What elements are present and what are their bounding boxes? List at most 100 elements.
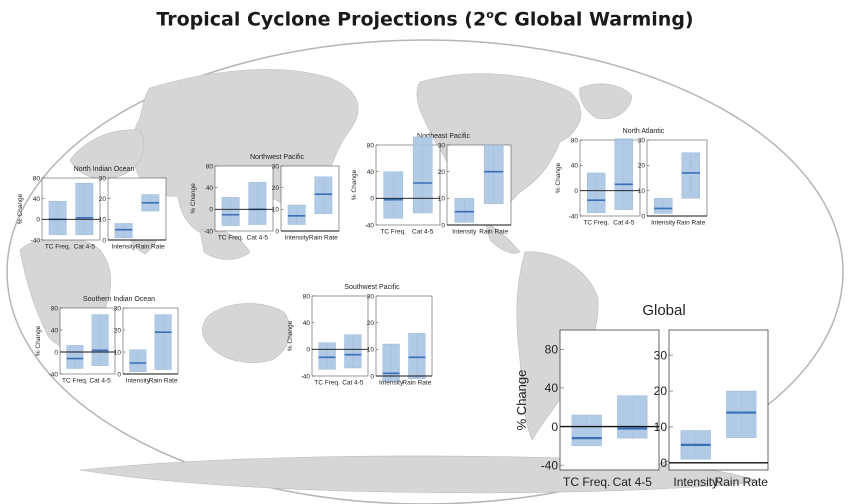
category-label-tc-freq: TC Freq.: [563, 475, 610, 489]
y-axis-label-north-indian-ocean: % Change: [17, 193, 24, 224]
box-rain-rate: [154, 314, 172, 370]
y-tick-label: 10: [654, 420, 668, 434]
chart-title-northwest-pacific: Northwest Pacific: [250, 154, 305, 161]
y-tick-label: 0: [441, 222, 445, 229]
panel-right-northwest-pacific: 0 10 20 30 Intensity Rain Rate: [272, 163, 340, 242]
y-tick-label: -40: [204, 228, 214, 235]
panel-right-southwest-pacific: 0 10 20 30 Intensity Rain Rate: [367, 293, 433, 387]
y-axis-label-northwest-pacific: % Change: [190, 183, 197, 214]
box-cat-4-5: [412, 136, 433, 214]
box-rain-rate: [408, 333, 426, 379]
box-cat-4-5: [248, 182, 267, 225]
chart-title-southern-indian-ocean: Southern Indian Ocean: [83, 296, 155, 303]
y-tick-label: 0: [117, 371, 121, 378]
y-tick-label: -40: [49, 371, 59, 378]
y-tick-label: 40: [545, 381, 559, 395]
title-text: Tropical Cyclone Projections (2: [156, 8, 487, 31]
panel-left-northwest-pacific: -40 0 40 80 TC Freq. Cat 4-5: [204, 163, 274, 242]
y-tick-label: 0: [551, 420, 558, 434]
panel-left-southern-indian-ocean: -40 0 40 80 TC Freq. Cat 4-5: [49, 305, 116, 385]
category-label-cat-4-5: Cat 4-5: [342, 380, 364, 387]
y-tick-label: 80: [571, 137, 579, 144]
box-rain-rate: [681, 152, 700, 199]
y-tick-label: 80: [367, 142, 375, 149]
y-tick-label: 0: [102, 237, 106, 244]
y-tick-label: 80: [206, 163, 214, 170]
y-tick-label: 30: [272, 163, 280, 170]
y-tick-label: 30: [654, 348, 668, 362]
box-cat-4-5: [614, 138, 633, 210]
category-label-intensity: Intensity: [673, 475, 718, 489]
category-label-intensity: Intensity: [452, 229, 477, 236]
box-intensity: [287, 204, 306, 225]
category-label-cat-4-5: Cat 4-5: [412, 229, 434, 236]
box-intensity: [382, 343, 400, 382]
y-tick-label: -40: [31, 237, 41, 244]
category-label-cat-4-5: Cat 4-5: [613, 220, 635, 227]
panel-right-north-atlantic: 0 10 20 30 Intensity Rain Rate: [638, 137, 708, 227]
panel-left-southwest-pacific: -40 0 40 80 TC Freq. Cat 4-5: [301, 293, 369, 387]
chart-north-atlantic: North Atlantic % Change -40 0 40 80 TC Freq. Ca…: [555, 128, 708, 227]
box-intensity: [114, 223, 133, 239]
y-tick-label: 0: [54, 349, 58, 356]
chart-southern-indian-ocean: Southern Indian Ocean % Change -40 0 40 80 TC …: [35, 296, 179, 385]
box-cat-4-5: [617, 395, 648, 439]
y-tick-label: 0: [209, 207, 213, 214]
y-axis-label-north-atlantic: % Change: [555, 162, 562, 193]
category-label-tc-freq: TC Freq.: [62, 378, 88, 385]
y-axis-label-southwest-pacific: % Change: [287, 320, 294, 351]
land-central-america: [484, 221, 521, 254]
panel-left-north-indian-ocean: -40 0 40 80 TC Freq. Cat 4-5: [31, 175, 101, 251]
box-cat-4-5: [75, 182, 94, 236]
y-tick-label: 10: [99, 217, 107, 224]
y-tick-label: -40: [365, 222, 375, 229]
category-label-intensity: Intensity: [651, 220, 676, 227]
y-axis-label-southern-indian-ocean: % Change: [35, 325, 42, 356]
chart-northeast-pacific: Northeast Pacific % Change -40 0 40 80 TC Freq…: [351, 133, 512, 236]
y-tick-label: 0: [306, 347, 310, 354]
chart-title-southwest-pacific: Southwest Pacific: [344, 284, 400, 291]
panel-right-northeast-pacific: 0 10 20 30 Intensity Rain Rate: [438, 142, 512, 236]
region-charts: North Indian Ocean % Change -40 0 40 80 TC Fre…: [17, 128, 769, 489]
y-tick-label: 20: [114, 327, 122, 334]
box-intensity: [454, 198, 475, 223]
y-tick-label: 80: [545, 343, 559, 357]
box-rain-rate: [314, 176, 333, 214]
box-cat-4-5: [91, 314, 109, 366]
category-label-cat-4-5: Cat 4-5: [247, 235, 269, 242]
chart-southwest-pacific: Southwest Pacific % Change -40 0 40 80 TC Freq…: [287, 284, 433, 387]
y-tick-label: 80: [33, 175, 41, 182]
y-tick-label: 10: [367, 347, 375, 354]
y-tick-label: 0: [660, 456, 667, 470]
category-label-rain-rate: Rain Rate: [479, 229, 508, 236]
figure-title: Tropical Cyclone Projections (2oC Global…: [0, 8, 850, 30]
y-tick-label: 80: [51, 305, 59, 312]
category-label-intensity: Intensity: [379, 380, 404, 387]
panel-right-north-indian-ocean: 0 10 20 30 Intensity Rain Rate: [99, 175, 167, 251]
y-tick-label: 20: [638, 163, 646, 170]
land-europe: [69, 129, 145, 179]
y-axis-label-northeast-pacific: % Change: [351, 169, 358, 200]
y-tick-label: 10: [272, 207, 280, 214]
y-tick-label: 30: [99, 175, 107, 182]
category-label-intensity: Intensity: [112, 244, 137, 251]
category-label-tc-freq: TC Freq.: [45, 244, 71, 251]
y-tick-label: 40: [206, 185, 214, 192]
y-tick-label: 20: [367, 320, 375, 327]
category-label-rain-rate: Rain Rate: [136, 244, 165, 251]
y-tick-label: 30: [438, 142, 446, 149]
y-tick-label: 80: [303, 293, 311, 300]
y-tick-label: 40: [51, 327, 59, 334]
category-label-cat-4-5: Cat 4-5: [89, 378, 111, 385]
category-label-tc-freq: TC Freq.: [218, 235, 244, 242]
y-tick-label: 0: [574, 188, 578, 195]
y-tick-label: -40: [541, 458, 559, 472]
land-greenland: [579, 83, 633, 120]
y-tick-label: -40: [569, 213, 579, 220]
box-tc-freq: [48, 201, 67, 236]
box-rain-rate: [726, 390, 757, 438]
panel-left-global: -40 0 40 80 TC Freq. Cat 4-5: [541, 329, 660, 489]
chart-north-indian-ocean: North Indian Ocean % Change -40 0 40 80 TC Fre…: [17, 166, 167, 251]
